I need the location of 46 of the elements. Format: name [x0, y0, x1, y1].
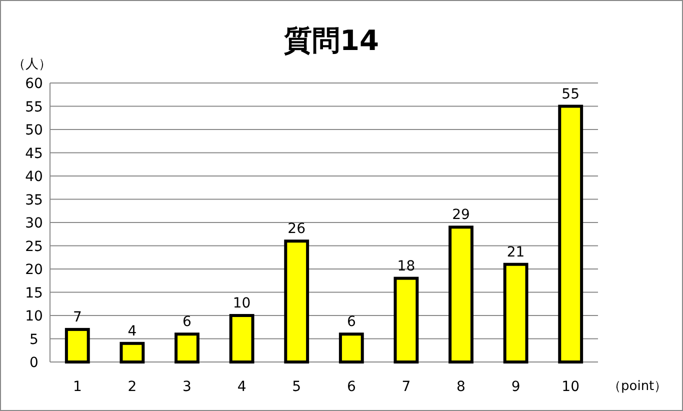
- y-tick-label: 55: [25, 99, 43, 116]
- data-label: 10: [232, 296, 251, 312]
- y-tick-label: 15: [25, 285, 43, 302]
- data-label: 26: [288, 221, 306, 238]
- x-tick-label: 1: [72, 379, 82, 395]
- x-tick-label: 3: [182, 379, 192, 395]
- y-tick-label: 30: [25, 216, 43, 232]
- data-label: 6: [182, 314, 192, 330]
- x-tick-label: 8: [456, 379, 466, 395]
- y-tick-label: 0: [30, 355, 38, 371]
- data-label: 21: [506, 244, 525, 260]
- data-label: 29: [452, 207, 470, 224]
- chart-title: 質問14: [283, 24, 379, 57]
- data-label: 6: [346, 314, 356, 330]
- y-tick-label: 40: [25, 169, 43, 185]
- x-tick-label: 10: [562, 379, 580, 395]
- x-tick-label: 2: [128, 379, 137, 395]
- x-tick-label: 7: [402, 379, 411, 395]
- y-tick-label: 60: [25, 76, 43, 92]
- x-tick-label: 9: [511, 379, 520, 395]
- bar: [229, 314, 254, 364]
- data-label: 7: [72, 309, 82, 326]
- bar: [120, 342, 145, 364]
- x-tick-label: 4: [237, 379, 246, 395]
- data-label: 4: [128, 323, 137, 340]
- bar: [448, 226, 474, 364]
- y-tick-label: 35: [25, 192, 43, 208]
- bar: [503, 262, 528, 364]
- bar: [284, 240, 310, 364]
- y-tick-label: 10: [25, 308, 43, 324]
- bar: [394, 276, 419, 364]
- x-tick-label: 6: [346, 379, 356, 395]
- data-label: 55: [562, 86, 580, 102]
- y-tick-label: 25: [25, 238, 43, 255]
- bar: [338, 332, 364, 364]
- y-tick-label: 50: [25, 122, 43, 138]
- data-label: 18: [397, 258, 416, 274]
- x-tick-label: 5: [292, 379, 302, 395]
- bar: [64, 328, 90, 364]
- bar: [558, 104, 584, 364]
- x-axis-title: （point）: [608, 379, 668, 394]
- y-tick-label: 45: [25, 146, 43, 162]
- y-tick-label: 5: [30, 332, 38, 348]
- y-axis-title: （人）: [12, 57, 52, 72]
- bar: [174, 332, 200, 364]
- y-tick-label: 20: [25, 262, 43, 278]
